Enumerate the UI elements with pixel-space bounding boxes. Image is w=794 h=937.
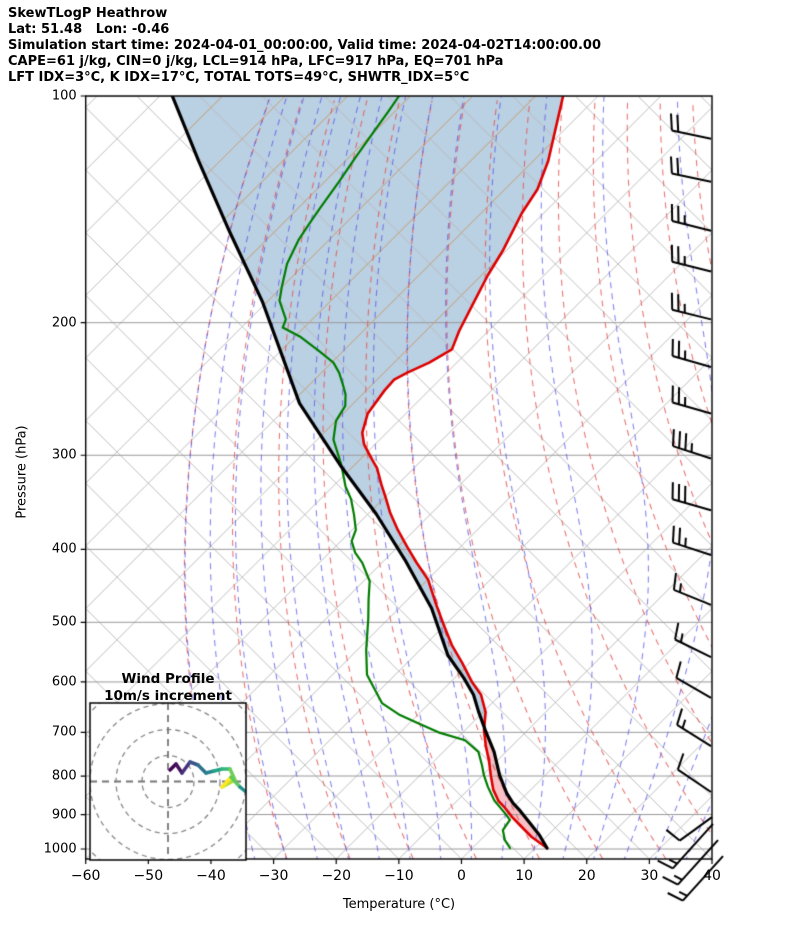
temperature-tick-label: 0 [457,868,466,884]
temperature-tick-label: −50 [133,868,164,884]
pressure-tick-label: 500 [51,614,77,630]
pressure-tick-label: 800 [51,768,77,784]
pressure-tick-label: 300 [51,447,77,463]
pressure-tick-label: 400 [51,541,77,557]
pressure-tick-label: 1000 [43,841,77,857]
y-axis-title: Pressure (hPa) [14,425,30,519]
stability-indices-1: CAPE=61 j/kg, CIN=0 j/kg, LCL=914 hPa, L… [8,54,504,69]
temperature-tick-label: −60 [70,868,101,884]
pressure-tick-label: 100 [51,88,77,104]
inset-title-line2: 10m/s increment [104,688,232,704]
stability-indices-2: LFT IDX=3°C, K IDX=17°C, TOTAL TOTS=49°C… [8,70,470,85]
temperature-tick-label: −30 [258,868,289,884]
temperature-tick-label: 40 [703,868,721,884]
pressure-tick-label: 200 [51,315,77,331]
chart-title: SkewTLogP Heathrow [8,6,168,21]
temperature-tick-label: 30 [640,868,659,884]
temperature-tick-label: −40 [196,868,226,884]
location-coords: Lat: 51.48 Lon: -0.46 [8,22,170,37]
inset-title-line1: Wind Profile [121,671,215,687]
temperature-tick-label: 20 [577,868,596,884]
temperature-tick-label: −10 [384,868,414,884]
temperature-tick-label: 10 [515,868,534,884]
pressure-tick-label: 900 [51,807,77,823]
pressure-tick-label: 700 [51,724,77,740]
x-axis-title: Temperature (°C) [342,897,456,912]
pressure-tick-label: 600 [51,674,77,690]
temperature-tick-label: −20 [321,868,351,884]
simulation-times: Simulation start time: 2024-04-01_00:00:… [8,38,601,53]
